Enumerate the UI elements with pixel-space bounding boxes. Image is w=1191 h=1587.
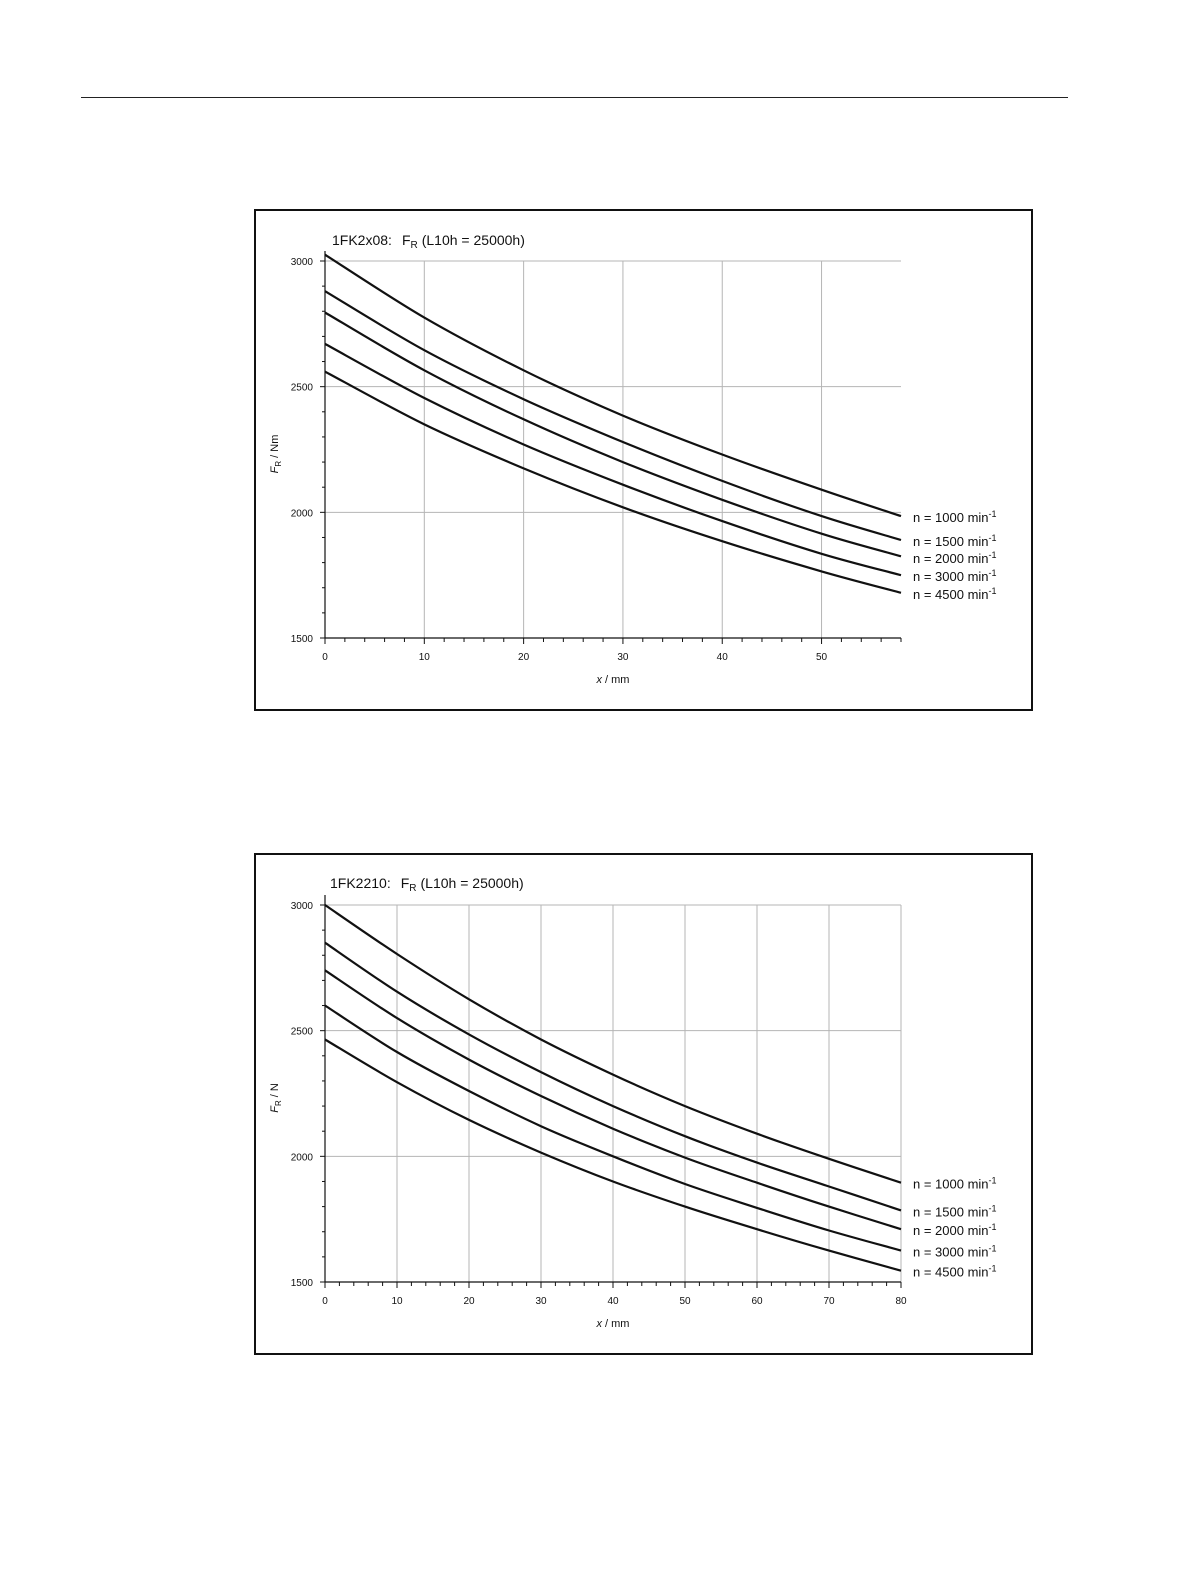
series-line: [324, 1004, 902, 1252]
y-tick-label: 3000: [291, 901, 314, 912]
chart-1fk2x08-frame: 0 10 20 30 40 50 1500 2000 2500 3000 n = 1000 min-…: [254, 209, 1033, 711]
series-line: [324, 904, 902, 1184]
x-tick-label: 50: [679, 1296, 691, 1307]
x-tick-label: 10: [419, 652, 431, 663]
y-axis-label: FR/ N: [269, 1083, 283, 1113]
plot-area: 0 10 20 30 40 50 60 70 80 1500 2000 2500 3000 n = 100…: [291, 895, 997, 1307]
y-tick-label: 1500: [291, 1278, 314, 1289]
series-label: n = 2000 min-1: [913, 1222, 997, 1238]
chart-1fk2210-frame: 0 10 20 30 40 50 60 70 80 1500 2000 2500 3000 n = 100…: [254, 853, 1033, 1355]
x-tick-label: 40: [607, 1296, 619, 1307]
y-tick-label: 2500: [291, 1027, 314, 1038]
x-axis-label: x / mm: [596, 1318, 630, 1330]
x-tick-label: 0: [322, 1296, 328, 1307]
series-line: [324, 370, 902, 594]
series-line: [324, 969, 902, 1231]
chart-1fk2x08: 0 10 20 30 40 50 1500 2000 2500 3000 n = 1000 min-…: [269, 232, 997, 686]
y-tick-label: 2500: [291, 383, 314, 394]
series-label: n = 3000 min-1: [913, 568, 997, 584]
y-axis-label: FR/ Nm: [269, 435, 283, 474]
series-label: n = 4500 min-1: [913, 586, 997, 602]
series-label: n = 2000 min-1: [913, 550, 997, 566]
series-label: n = 3000 min-1: [913, 1244, 997, 1260]
x-axis-label: x / mm: [596, 674, 630, 686]
series-line: [324, 1038, 902, 1272]
x-tick-label: 70: [823, 1296, 835, 1307]
x-tick-label: 40: [717, 652, 729, 663]
chart-title: 1FK2x08: FR (L10h = 25000h): [332, 232, 525, 251]
series-line: [324, 342, 902, 577]
series-label: n = 1500 min-1: [913, 533, 997, 549]
y-tick-label: 2000: [291, 508, 314, 519]
x-tick-label: 30: [617, 652, 629, 663]
series-line: [324, 311, 902, 558]
x-tick-label: 50: [816, 652, 828, 663]
x-tick-label: 60: [751, 1296, 763, 1307]
chart-title: 1FK2210: FR (L10h = 25000h): [330, 875, 524, 894]
x-tick-label: 20: [518, 652, 530, 663]
plot-area: 0 10 20 30 40 50 1500 2000 2500 3000 n = 1000 min-…: [291, 251, 997, 663]
series-label: n = 1000 min-1: [913, 509, 997, 525]
series-label: n = 4500 min-1: [913, 1264, 997, 1280]
y-tick-label: 1500: [291, 634, 314, 645]
series-label: n = 1000 min-1: [913, 1176, 997, 1192]
y-tick-label: 3000: [291, 257, 314, 268]
chart-1fk2210: 0 10 20 30 40 50 60 70 80 1500 2000 2500 3000 n = 100…: [269, 875, 997, 1330]
series-line: [324, 941, 902, 1212]
series-line: [324, 290, 902, 542]
x-tick-label: 10: [391, 1296, 403, 1307]
series-label: n = 1500 min-1: [913, 1203, 997, 1219]
x-tick-label: 30: [535, 1296, 547, 1307]
x-tick-label: 20: [463, 1296, 475, 1307]
x-tick-label: 80: [895, 1296, 907, 1307]
x-tick-label: 0: [322, 652, 328, 663]
page-header-rule: [81, 97, 1068, 98]
y-tick-label: 2000: [291, 1152, 314, 1163]
series-line: [324, 253, 902, 518]
